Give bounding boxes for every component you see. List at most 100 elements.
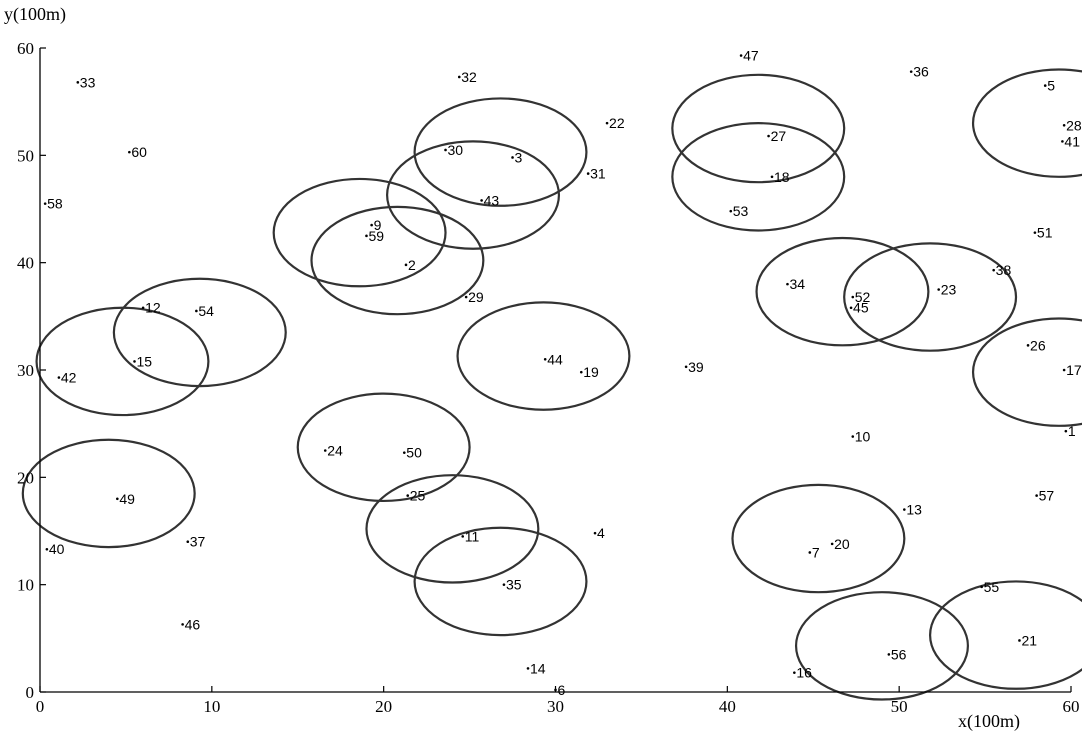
point-15 xyxy=(133,360,136,363)
point-label-52: 52 xyxy=(855,289,871,305)
point-label-40: 40 xyxy=(49,541,65,557)
point-label-36: 36 xyxy=(913,64,929,80)
point-label-21: 21 xyxy=(1021,632,1037,648)
point-label-33: 33 xyxy=(80,74,96,90)
point-2 xyxy=(405,264,408,267)
point-label-29: 29 xyxy=(468,289,484,305)
point-57 xyxy=(1035,494,1038,497)
point-label-37: 37 xyxy=(190,534,206,550)
point-53 xyxy=(729,210,732,213)
point-44 xyxy=(544,358,547,361)
point-3 xyxy=(511,156,514,159)
point-label-20: 20 xyxy=(834,536,850,552)
point-21 xyxy=(1018,639,1021,642)
x-tick-label: 50 xyxy=(891,697,908,716)
y-tick-label: 30 xyxy=(17,361,34,380)
point-47 xyxy=(740,54,743,57)
point-label-50: 50 xyxy=(406,445,422,461)
point-label-44: 44 xyxy=(547,351,563,367)
point-46 xyxy=(181,623,184,626)
point-label-51: 51 xyxy=(1037,225,1053,241)
point-9 xyxy=(370,224,373,227)
coverage-circle-5 xyxy=(672,75,844,182)
coverage-circle-8 xyxy=(757,238,929,345)
axis-ticks: 0 10 20 30 40 50 60 0 10 20 30 40 50 60 xyxy=(17,39,1080,716)
y-tick-label: 10 xyxy=(17,576,34,595)
point-54 xyxy=(195,310,198,313)
x-tick-label: 0 xyxy=(36,697,45,716)
point-41 xyxy=(1061,140,1064,143)
point-17 xyxy=(1063,369,1066,372)
point-label-18: 18 xyxy=(774,169,790,185)
point-label-11: 11 xyxy=(465,528,480,544)
point-label-1: 1 xyxy=(1068,423,1076,439)
point-label-16: 16 xyxy=(796,665,812,681)
coverage-circle-3 xyxy=(274,179,446,286)
x-tick-label: 10 xyxy=(203,697,220,716)
point-40 xyxy=(46,548,49,551)
point-label-23: 23 xyxy=(941,282,957,298)
y-tick-label: 50 xyxy=(17,146,34,165)
point-34 xyxy=(786,283,789,286)
point-25 xyxy=(406,494,409,497)
point-12 xyxy=(142,306,145,309)
point-label-27: 27 xyxy=(771,128,787,144)
point-50 xyxy=(403,451,406,454)
coverage-circle-1 xyxy=(415,98,587,205)
point-51 xyxy=(1034,231,1037,234)
point-label-35: 35 xyxy=(506,577,522,593)
coverage-circle-11 xyxy=(114,279,286,386)
point-label-17: 17 xyxy=(1066,362,1082,378)
point-59 xyxy=(365,235,368,238)
point-label-46: 46 xyxy=(185,616,201,632)
point-45 xyxy=(850,306,853,309)
coverage-circle-15 xyxy=(23,440,195,547)
point-27 xyxy=(767,135,770,138)
point-11 xyxy=(461,535,464,538)
y-tick-label: 60 xyxy=(17,39,34,58)
coverage-circle-14 xyxy=(298,394,470,501)
point-label-59: 59 xyxy=(368,228,384,244)
point-label-49: 49 xyxy=(119,491,135,507)
point-label-60: 60 xyxy=(131,144,147,160)
point-32 xyxy=(458,76,461,79)
point-label-12: 12 xyxy=(145,300,161,316)
point-16 xyxy=(793,671,796,674)
point-28 xyxy=(1063,124,1066,127)
coverage-circle-2 xyxy=(387,141,559,248)
point-30 xyxy=(444,149,447,152)
coverage-circle-18 xyxy=(732,485,904,592)
point-49 xyxy=(116,498,119,501)
point-35 xyxy=(503,583,506,586)
point-23 xyxy=(937,288,940,291)
point-label-43: 43 xyxy=(484,192,500,208)
point-52 xyxy=(851,296,854,299)
point-label-28: 28 xyxy=(1066,117,1082,133)
point-label-55: 55 xyxy=(984,579,1000,595)
x-tick-label: 30 xyxy=(547,697,564,716)
point-label-6: 6 xyxy=(558,682,566,698)
point-14 xyxy=(527,667,530,670)
point-33 xyxy=(77,81,80,84)
point-20 xyxy=(831,543,834,546)
point-24 xyxy=(324,449,327,452)
point-26 xyxy=(1027,344,1030,347)
y-tick-label: 40 xyxy=(17,254,34,273)
point-label-56: 56 xyxy=(891,646,907,662)
point-label-13: 13 xyxy=(906,502,922,518)
x-tick-label: 20 xyxy=(375,697,392,716)
point-19 xyxy=(580,371,583,374)
coverage-circles xyxy=(23,69,1082,699)
point-label-47: 47 xyxy=(743,48,759,64)
point-42 xyxy=(58,376,61,379)
point-37 xyxy=(186,540,189,543)
point-1 xyxy=(1065,430,1068,433)
point-31 xyxy=(587,172,590,175)
coverage-circle-20 xyxy=(930,581,1082,688)
point-label-4: 4 xyxy=(597,525,605,541)
point-label-30: 30 xyxy=(448,142,464,158)
point-label-39: 39 xyxy=(688,359,704,375)
point-18 xyxy=(771,176,774,179)
point-label-10: 10 xyxy=(855,429,871,445)
